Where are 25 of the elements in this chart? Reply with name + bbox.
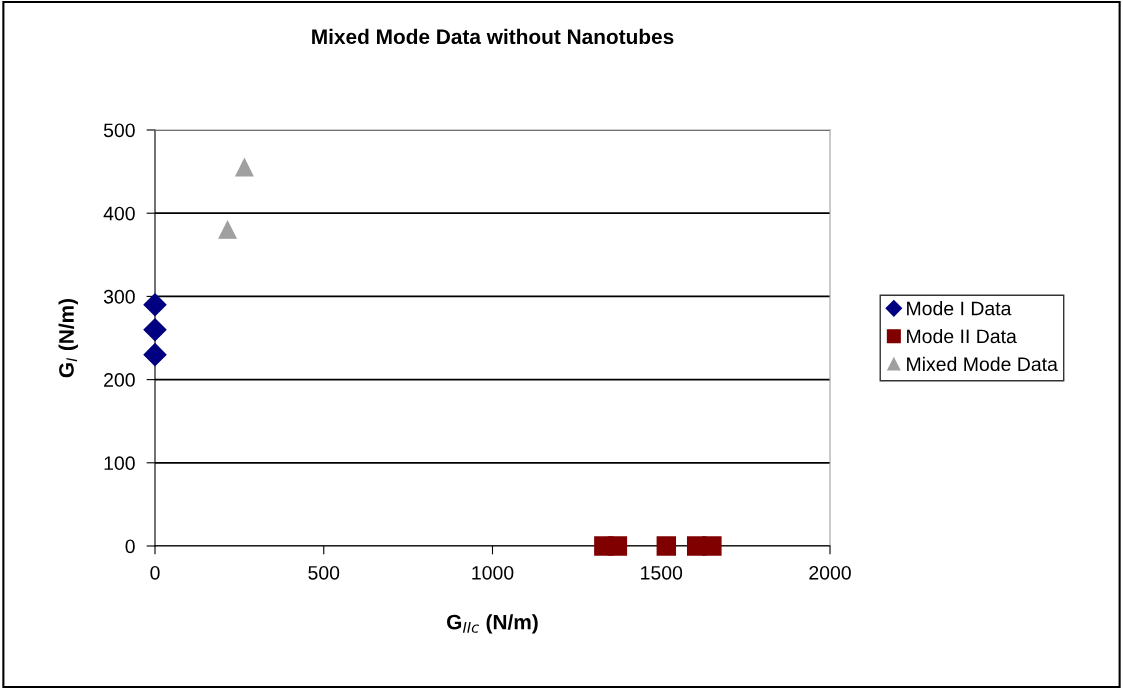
x-tick-label: 500 — [308, 565, 340, 580]
y-tick-label: 200 — [104, 373, 135, 387]
y-tick-label: 500 — [103, 123, 135, 138]
y-tick-label: 300 — [103, 289, 135, 304]
chart-title: Mixed Mode Data without Nanotubes — [312, 28, 674, 45]
legend-label: Mode II Data — [907, 328, 1017, 344]
point — [143, 293, 167, 317]
point — [607, 536, 628, 556]
x-tick-label: 0 — [150, 565, 160, 580]
x-tick-label: 1500 — [641, 565, 683, 580]
x-tick-label: 2000 — [809, 565, 851, 580]
point — [218, 220, 237, 239]
point — [656, 536, 677, 556]
legend-label: Mixed Mode Data — [907, 356, 1058, 372]
x-axis-title: G$_{IIc}$ (N/m) — [447, 614, 538, 634]
y-axis-title: G$_{I}$ (N/m) — [58, 298, 78, 378]
x-tick-label: 1000 — [472, 565, 514, 580]
y-tick-label: 400 — [103, 206, 135, 221]
legend-label: Mode I Data — [907, 301, 1012, 316]
point — [143, 318, 167, 342]
point — [235, 158, 254, 177]
point — [702, 536, 722, 556]
y-tick-label: 100 — [104, 456, 135, 471]
point — [143, 343, 167, 367]
y-tick-label: 0 — [125, 539, 135, 554]
